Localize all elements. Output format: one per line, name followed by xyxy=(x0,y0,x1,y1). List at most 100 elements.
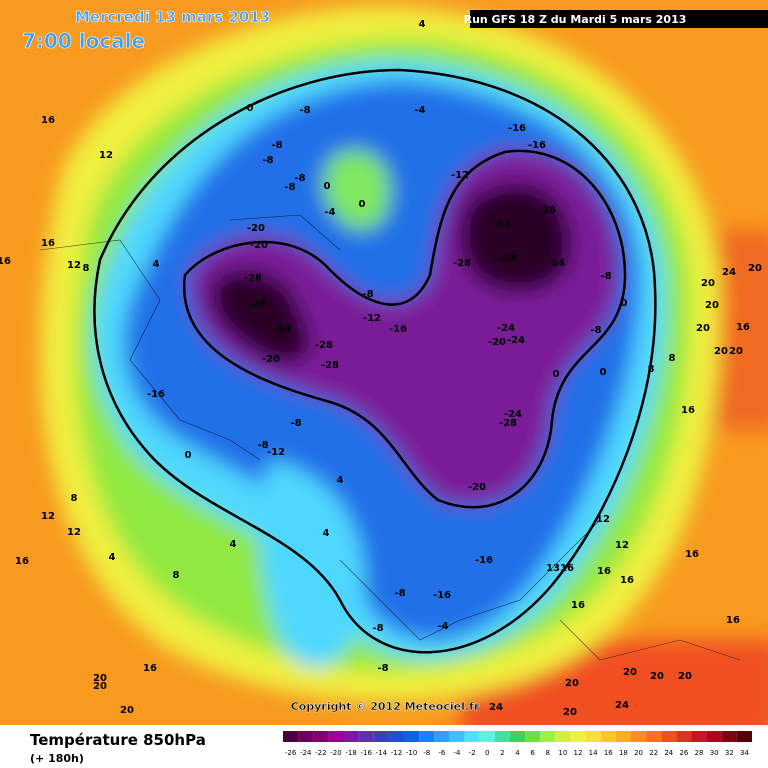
contour-label: -8 xyxy=(290,418,301,429)
contour-label: 20 xyxy=(729,346,743,357)
contour-label: -8 xyxy=(294,173,305,184)
contour-label: 16 xyxy=(571,600,585,611)
contour-label: -12 xyxy=(451,170,469,181)
colorbar-swatch xyxy=(388,731,405,742)
colorbar-label: 30 xyxy=(710,749,719,757)
contour-label: 12 xyxy=(67,260,81,271)
colorbar-swatch xyxy=(676,731,692,742)
contour-label: 8 xyxy=(669,353,676,364)
contour-label: 4 xyxy=(337,475,344,486)
colorbar-label: -10 xyxy=(406,749,417,757)
contour-label: 20 xyxy=(696,323,710,334)
forecast-date: Mercredi 13 mars 2013 xyxy=(75,8,270,26)
contour-label: 20 xyxy=(650,671,664,682)
contour-label: -28 xyxy=(315,340,333,351)
colorbar-label: 18 xyxy=(619,749,628,757)
contour-label: -16 xyxy=(147,389,165,400)
contour-label: -12 xyxy=(267,447,285,458)
colorbar-label: 20 xyxy=(634,749,643,757)
colorbar-swatch xyxy=(721,731,737,742)
contour-label: 24 xyxy=(615,700,629,711)
contour-label: -32 xyxy=(493,219,511,230)
contour-label: -28 xyxy=(499,253,517,264)
colorbar-label: 2 xyxy=(500,749,504,757)
colorbar-swatch xyxy=(706,731,722,742)
contour-label: -28 xyxy=(499,418,517,429)
contour-label: -20 xyxy=(247,223,265,234)
contour-label: 0 xyxy=(359,199,366,210)
colorbar-label: -16 xyxy=(360,749,372,757)
contour-label: -8 xyxy=(362,289,373,300)
contour-label: 0 xyxy=(621,298,628,309)
contour-label: 16 xyxy=(597,566,611,577)
contour-label: -20 xyxy=(468,482,486,493)
run-info: Run GFS 18 Z du Mardi 5 mars 2013 xyxy=(464,13,687,26)
contour-label: 16 xyxy=(681,405,695,416)
contour-label: 24 xyxy=(722,267,736,278)
colorbar-label: 14 xyxy=(589,749,598,757)
contour-label: 20 xyxy=(678,671,692,682)
colorbar-label: 26 xyxy=(679,749,688,757)
colorbar-swatch xyxy=(555,731,571,742)
contour-label: 12 xyxy=(67,527,81,538)
temperature-field xyxy=(40,6,768,725)
colorbar-swatch xyxy=(328,731,344,742)
contour-label: -16 xyxy=(475,555,493,566)
contour-label: 4 xyxy=(230,539,237,550)
contour-label: -8 xyxy=(262,155,273,166)
forecast-time: 7:00 locale xyxy=(22,29,145,53)
contour-label: 8 xyxy=(173,570,180,581)
colorbar-swatch xyxy=(736,731,752,742)
colorbar-swatch xyxy=(525,731,541,742)
colorbar-swatch xyxy=(373,731,389,742)
contour-label: -24 xyxy=(504,409,522,420)
contour-label: 16 xyxy=(0,256,11,267)
contour-label: -24 xyxy=(547,258,565,269)
contour-label: -24 xyxy=(507,335,525,346)
contour-label: -28 xyxy=(453,258,471,269)
contours xyxy=(93,68,657,654)
contour-label: -24 xyxy=(273,324,291,335)
colorbar-swatch xyxy=(691,731,707,742)
colorbar-swatch xyxy=(464,731,480,742)
colorbar: -26 -24 -22 -20 -18 -16 -14 -12 -10 -8 -6 -4 -2 0 2 4 6 8… xyxy=(283,731,752,757)
lead-time: (+ 180h) xyxy=(30,752,84,765)
contour-label: -8 xyxy=(377,663,388,674)
contour-label: 16 xyxy=(41,238,55,249)
colorbar-label: 4 xyxy=(515,749,520,757)
contour-label: 16 xyxy=(736,322,750,333)
colorbar-swatch xyxy=(419,731,435,742)
contour-label: 4 xyxy=(109,552,116,563)
colorbar-swatch xyxy=(615,731,631,742)
contour-label: 20 xyxy=(748,263,762,274)
coastlines xyxy=(39,214,741,661)
colorbar-swatch xyxy=(540,731,556,742)
colorbar-label: -18 xyxy=(345,749,356,757)
colorbar-swatch xyxy=(313,731,329,742)
contour-label: -8 xyxy=(394,588,405,599)
contour-label: -28 xyxy=(244,273,262,284)
colorbar-label: -14 xyxy=(376,749,388,757)
colorbar-label: 28 xyxy=(695,749,704,757)
contour-label: 12 xyxy=(41,511,55,522)
colorbar-label: 24 xyxy=(664,749,673,757)
colorbar-swatch xyxy=(479,731,495,742)
contour-label: 16 xyxy=(143,663,157,674)
contour-label: 20 xyxy=(565,678,579,689)
copyright: Copyright © 2012 Meteociel.fr xyxy=(291,700,480,713)
contour-label: 12 xyxy=(99,150,113,161)
contour-label: 8 xyxy=(71,493,78,504)
contour-label: 20 xyxy=(93,673,107,684)
colorbar-swatch xyxy=(646,731,662,742)
colorbar-label: 34 xyxy=(740,749,749,757)
colorbar-label: 16 xyxy=(604,749,613,757)
contour-label: -16 xyxy=(433,590,451,601)
colorbar-label: -12 xyxy=(391,749,402,757)
colorbar-swatch xyxy=(570,731,586,742)
colorbar-swatch xyxy=(358,731,374,742)
colorbar-swatch xyxy=(661,731,677,742)
contour-label: 1316 xyxy=(546,563,574,574)
contour-label: -20 xyxy=(488,337,506,348)
colorbar-swatch xyxy=(600,731,616,742)
contour-label: 8 xyxy=(83,263,90,274)
